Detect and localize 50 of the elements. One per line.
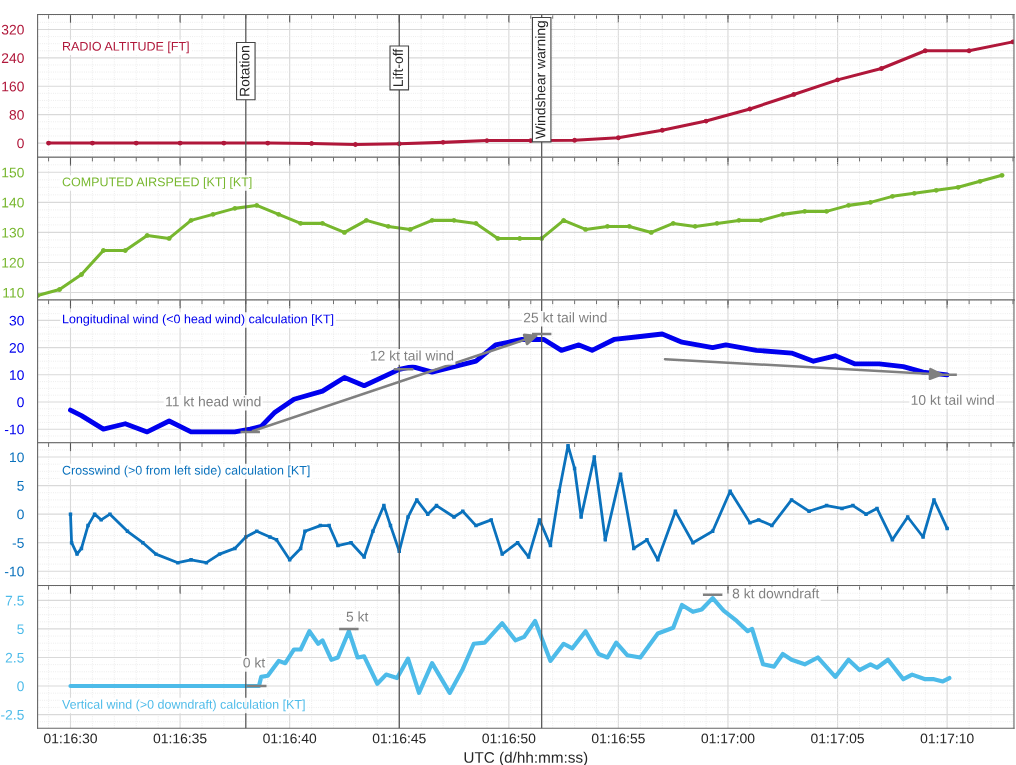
y-tick-label: 2.5 <box>5 652 24 663</box>
x-tick-label: 01:16:40 <box>263 733 317 744</box>
text: RADIO ALTITUDE [FT] <box>63 41 189 54</box>
y-tick-label: 30 <box>9 315 24 326</box>
annotation: 11 kt head wind <box>166 396 261 407</box>
y-tick-label: 5 <box>17 624 24 635</box>
y-tick-label: 140 <box>2 197 24 208</box>
annotation: 12 kt tail wind <box>370 350 454 361</box>
y-tick-label: 0 <box>17 681 24 692</box>
y-tick-label: 130 <box>2 227 24 238</box>
y-tick-label: 150 <box>2 167 24 178</box>
series-label: Vertical wind (>0 downdraft) calculation [KT] <box>62 699 305 712</box>
annotation: 25 kt tail wind <box>523 312 607 323</box>
x-tick-label: 01:17:10 <box>920 733 974 744</box>
ref-line-label: Windshear warning <box>535 21 549 140</box>
y-tick-label: 20 <box>9 342 24 353</box>
y-tick-label: 120 <box>2 257 24 268</box>
text: Longitudinal wind (<0 head wind) calculation [KT] <box>63 314 334 326</box>
y-tick-label: 160 <box>2 81 24 92</box>
y-tick-label: 240 <box>1 53 24 64</box>
y-tick-label: -10 <box>4 424 24 435</box>
y-tick-label: 110 <box>3 287 24 298</box>
x-tick-label: 01:17:00 <box>701 733 755 744</box>
x-tick-label: 01:17:05 <box>811 733 864 744</box>
y-tick-label: 5 <box>17 481 24 491</box>
y-tick-label: -5 <box>12 538 24 548</box>
y-tick-label: 0 <box>17 397 24 408</box>
annotation: 5 kt <box>346 611 369 622</box>
y-tick-label: 10 <box>10 452 24 463</box>
x-tick-label: 01:16:30 <box>44 733 97 744</box>
x-axis-title: UTC (d/hh:mm:ss) <box>464 751 588 765</box>
y-tick-label: 0 <box>17 138 24 149</box>
x-tick-label: 01:16:55 <box>591 733 645 744</box>
text: Crosswind (>0 from left side) calculation [KT] <box>62 465 310 478</box>
annotation: 10 kt tail wind <box>911 394 994 405</box>
annotation: 8 kt downdraft <box>732 588 820 599</box>
y-tick-label: 0 <box>17 509 24 520</box>
y-tick-label: 10 <box>10 370 24 380</box>
y-tick-label: -2.5 <box>1 709 24 720</box>
x-tick-label: 01:16:45 <box>372 733 426 744</box>
y-tick-label: -10 <box>4 566 24 577</box>
y-tick-label: 7.5 <box>5 595 24 606</box>
series-label: COMPUTED AIRSPEED [KT] [KT] <box>62 177 252 189</box>
y-tick-label: 320 <box>1 24 24 35</box>
ref-line-label: Rotation <box>239 46 250 96</box>
annotation: 0 kt <box>243 657 266 668</box>
x-tick-label: 01:16:50 <box>482 733 536 744</box>
y-tick-label: 80 <box>9 110 24 120</box>
ref-line-label: Lift-off <box>392 48 403 86</box>
x-tick-label: 01:16:35 <box>153 733 207 744</box>
